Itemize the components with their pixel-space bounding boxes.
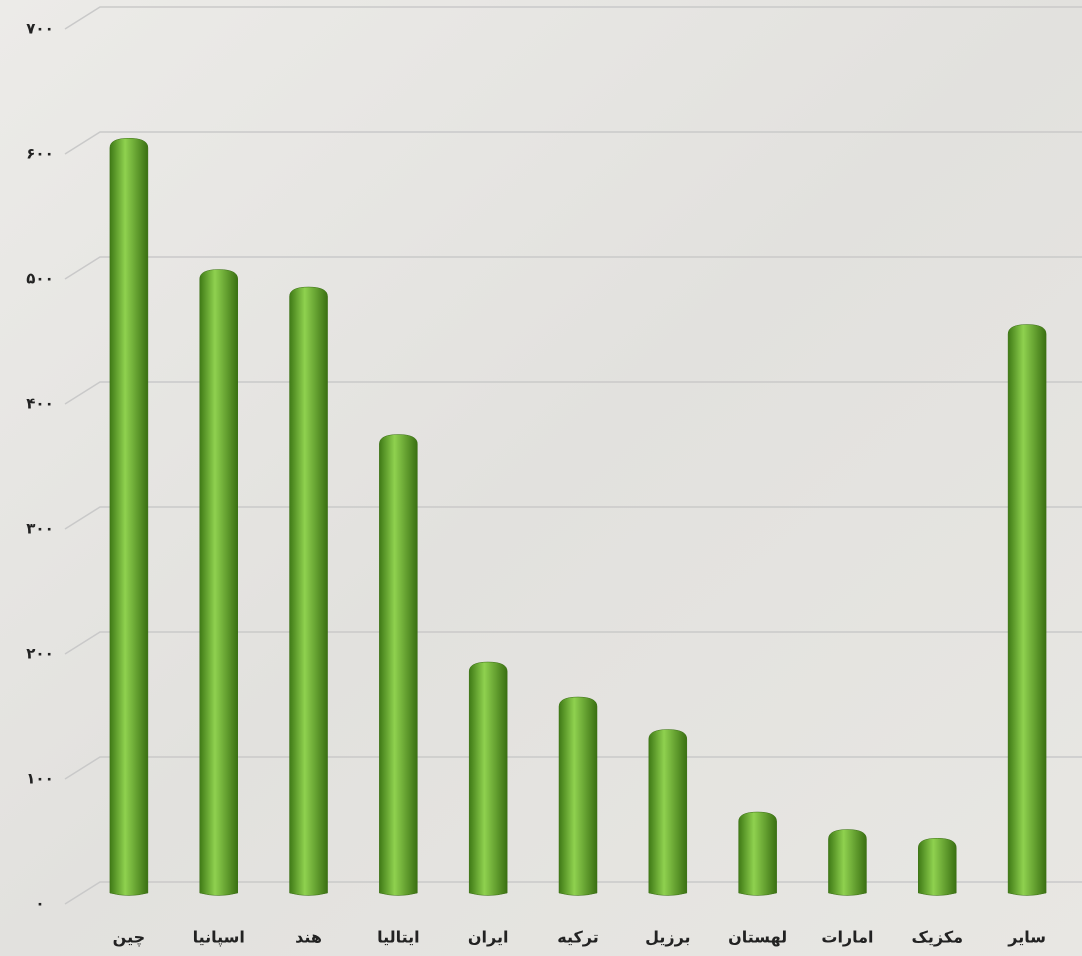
grid-line [64, 631, 1082, 655]
bar [468, 661, 508, 896]
x-tick-label: لهستان [728, 928, 787, 947]
y-tick-label: ۵۰۰ [26, 270, 53, 288]
x-tick-label: مکزیک [911, 928, 963, 947]
y-tick-label: ۰ [35, 895, 44, 913]
y-tick-label: ۶۰۰ [26, 145, 53, 163]
bar [738, 811, 777, 896]
y-tick-label: ۳۰۰ [26, 520, 53, 538]
x-tick-label: چین [113, 928, 145, 948]
y-tick-label: ۲۰۰ [26, 645, 53, 663]
x-tick-label: امارات [821, 928, 873, 947]
x-tick-label: ایران [468, 928, 509, 947]
bar [199, 269, 238, 896]
bar [109, 137, 149, 896]
grid-line [64, 506, 1082, 530]
bar [828, 829, 867, 896]
grid-line [64, 131, 1082, 155]
grid-line [64, 756, 1082, 780]
bar [558, 696, 598, 896]
bar [648, 729, 688, 896]
x-tick-label: سایر [1007, 928, 1046, 947]
bar [918, 837, 957, 896]
x-tick-label: اسپانیا [193, 928, 245, 948]
grid-line [64, 256, 1082, 280]
y-tick-label: ۴۰۰ [26, 395, 53, 413]
x-tick-label: ایتالیا [377, 928, 420, 947]
grid-line [64, 381, 1082, 405]
grid-line [64, 6, 1082, 30]
bar [289, 286, 328, 896]
bar [379, 434, 418, 896]
bar [1007, 324, 1047, 896]
x-tick-label: ترکیه [557, 928, 599, 947]
x-tick-label: هند [295, 928, 322, 947]
y-tick-label: ۱۰۰ [26, 770, 53, 788]
y-tick-label: ۷۰۰ [26, 20, 53, 38]
x-tick-label: برزیل [645, 928, 690, 947]
